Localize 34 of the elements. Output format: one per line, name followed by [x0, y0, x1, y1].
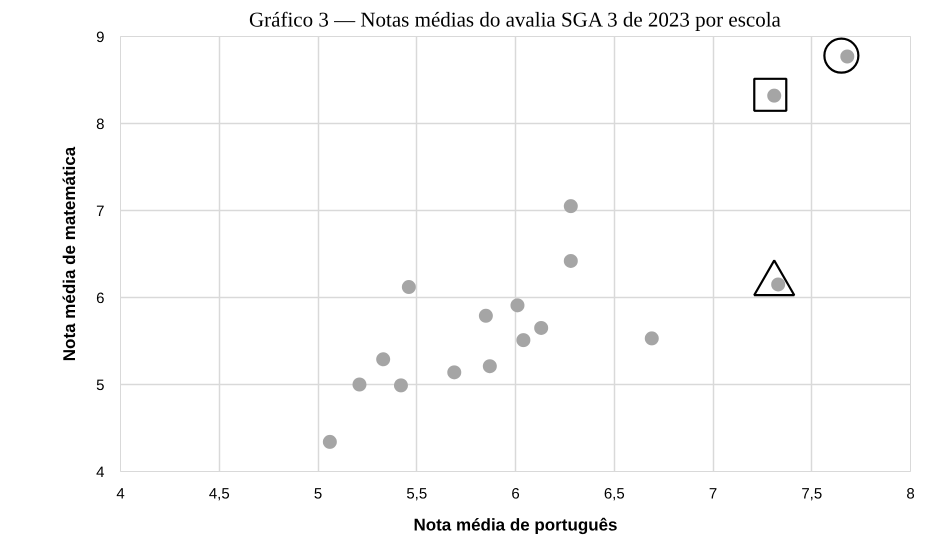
point — [376, 352, 390, 366]
point — [447, 365, 462, 380]
point — [482, 359, 497, 374]
point — [510, 298, 524, 312]
y-tick-label: 9 — [96, 29, 104, 46]
point — [534, 320, 548, 335]
point — [394, 378, 408, 392]
chart-title: Gráfico 3 — Notas médias do avalia SGA 3 de 2023 por escola — [248, 8, 782, 32]
point — [564, 254, 578, 268]
x-tick-label: 7 — [708, 486, 718, 502]
x-tick-label: 5,5 — [406, 486, 428, 502]
point — [352, 378, 366, 392]
x-tick-label: 6 — [511, 486, 520, 502]
point — [402, 280, 416, 294]
x-tick-label: 7,5 — [801, 486, 822, 502]
x-tick-label: 6,5 — [604, 486, 625, 502]
y-tick-label: 4 — [96, 464, 104, 481]
point — [823, 38, 860, 74]
y-axis-title: Nota média de matemática — [60, 146, 80, 362]
x-tick-label: 4,5 — [208, 486, 230, 502]
y-tick-label: 5 — [96, 377, 104, 394]
x-tick-label: 4 — [116, 486, 125, 502]
y-tick-label: 8 — [96, 116, 104, 133]
point — [753, 78, 788, 112]
point — [478, 308, 493, 323]
x-tick-label: 5 — [314, 486, 322, 502]
y-tick-label: 7 — [96, 203, 104, 220]
point — [322, 434, 337, 449]
point — [516, 333, 530, 348]
y-tick-label: 6 — [96, 290, 104, 307]
x-axis-title: Nota média de português — [413, 516, 618, 534]
x-tick-label: 8 — [906, 486, 915, 502]
point — [644, 331, 659, 346]
point — [564, 199, 578, 214]
